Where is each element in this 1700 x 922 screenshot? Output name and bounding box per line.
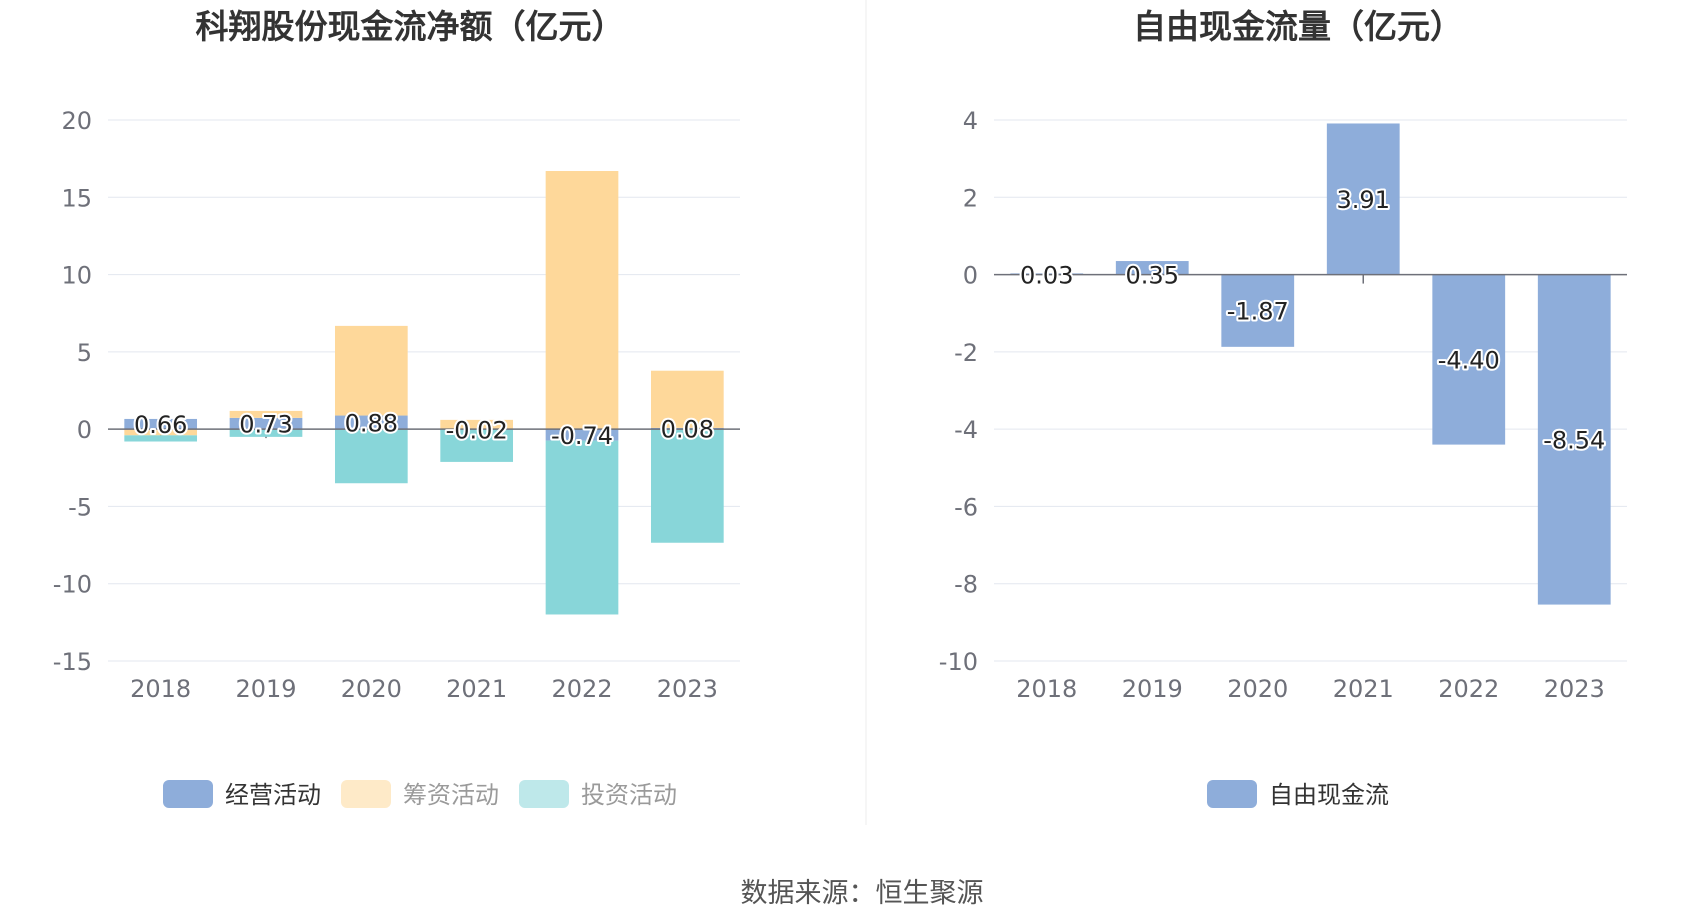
x-tick-label: 2021 bbox=[1333, 675, 1394, 703]
legend-item[interactable]: 投资活动 bbox=[519, 780, 677, 809]
y-tick-label: 10 bbox=[61, 262, 92, 290]
bar-2-2021 bbox=[440, 419, 514, 430]
data-source-note: 数据来源：恒生聚源 bbox=[741, 878, 984, 909]
bar-1-2018 bbox=[124, 418, 198, 430]
y-tick-label: 0 bbox=[77, 416, 92, 444]
data-label: -1.87 bbox=[1227, 298, 1289, 326]
y-tick-label: -8 bbox=[954, 571, 978, 599]
x-tick-label: 2019 bbox=[1122, 675, 1183, 703]
x-tick-label: 2023 bbox=[657, 675, 718, 703]
data-label: 0.03 bbox=[1020, 262, 1073, 290]
y-tick-label: -10 bbox=[53, 571, 92, 599]
data-label: 0.66 bbox=[134, 411, 187, 439]
bar-1-2022 bbox=[545, 429, 619, 441]
data-label: -4.40 bbox=[1438, 347, 1500, 375]
legend-item[interactable]: 筹资活动 bbox=[341, 780, 499, 809]
y-tick-label: 5 bbox=[77, 339, 92, 367]
bar-2-2018 bbox=[124, 429, 198, 436]
x-tick-label: 2019 bbox=[235, 675, 296, 703]
y-tick-label: 20 bbox=[61, 107, 92, 135]
legend-swatch bbox=[163, 780, 213, 808]
x-tick-label: 2021 bbox=[446, 675, 507, 703]
bar-1-2019 bbox=[1115, 261, 1189, 275]
y-tick-label: 2 bbox=[963, 184, 978, 212]
bar-2-2022 bbox=[545, 171, 619, 430]
legend-label: 自由现金流 bbox=[1269, 781, 1389, 809]
y-tick-label: 0 bbox=[963, 262, 978, 290]
legend-label: 投资活动 bbox=[581, 781, 677, 809]
data-label: -0.74 bbox=[551, 422, 613, 450]
bar-2-2023 bbox=[650, 370, 724, 428]
bar-3-2022 bbox=[545, 440, 619, 615]
bar-3-2020 bbox=[334, 429, 408, 484]
bar-2-2019 bbox=[229, 410, 303, 418]
legend-label: 筹资活动 bbox=[403, 781, 499, 809]
data-label: 3.91 bbox=[1337, 186, 1390, 214]
data-label: 0.35 bbox=[1126, 262, 1179, 290]
y-tick-label: -5 bbox=[68, 493, 92, 521]
y-tick-label: -10 bbox=[939, 648, 978, 676]
chart-title: 自由现金流量（亿元） bbox=[1133, 7, 1463, 46]
bar-1-2022 bbox=[1432, 274, 1506, 445]
cash-flow-net-chart: 科翔股份现金流净额（亿元） 20 15 10 5 0 -5 -10 -15 2018 2019 202… bbox=[53, 7, 740, 809]
y-tick-label: 4 bbox=[963, 107, 978, 135]
bar-3-2018 bbox=[124, 435, 198, 442]
x-tick-label: 2020 bbox=[1227, 675, 1288, 703]
data-label: -8.54 bbox=[1543, 427, 1605, 455]
bar-1-2020 bbox=[1221, 274, 1295, 347]
y-tick-label: 15 bbox=[61, 184, 92, 212]
data-label: 0.73 bbox=[239, 411, 292, 439]
legend-item[interactable]: 经营活动 bbox=[163, 780, 321, 809]
bar-1-2023 bbox=[1537, 274, 1611, 605]
y-tick-label: -15 bbox=[53, 648, 92, 676]
bar-3-2021 bbox=[440, 429, 514, 462]
data-label: 0.08 bbox=[661, 416, 714, 444]
free-cash-flow-chart: 自由现金流量（亿元） 4 2 0 -2 -4 -6 -8 -10 2018 2019 2020 2021… bbox=[939, 7, 1627, 809]
legend-label: 经营活动 bbox=[225, 781, 321, 809]
bar-1-2019 bbox=[229, 417, 303, 430]
bar-3-2023 bbox=[650, 429, 724, 543]
x-tick-label: 2018 bbox=[1016, 675, 1077, 703]
x-tick-label: 2023 bbox=[1544, 675, 1605, 703]
legend-item[interactable]: 自由现金流 bbox=[1207, 780, 1389, 809]
x-tick-label: 2018 bbox=[130, 675, 191, 703]
legend-swatch bbox=[341, 780, 391, 808]
bar-1-2020 bbox=[334, 415, 408, 430]
x-tick-label: 2020 bbox=[341, 675, 402, 703]
chart-title: 科翔股份现金流净额（亿元） bbox=[196, 7, 625, 46]
bar-3-2019 bbox=[229, 429, 303, 437]
bar-1-2021 bbox=[1326, 123, 1400, 275]
legend-swatch bbox=[1207, 780, 1257, 808]
y-tick-label: -4 bbox=[954, 416, 978, 444]
x-tick-label: 2022 bbox=[1438, 675, 1499, 703]
data-label: -0.02 bbox=[446, 416, 508, 444]
y-tick-label: -2 bbox=[954, 339, 978, 367]
bar-2-2020 bbox=[334, 325, 408, 416]
y-tick-label: -6 bbox=[954, 493, 978, 521]
legend-swatch bbox=[519, 780, 569, 808]
data-label: 0.88 bbox=[345, 409, 398, 437]
x-tick-label: 2022 bbox=[551, 675, 612, 703]
